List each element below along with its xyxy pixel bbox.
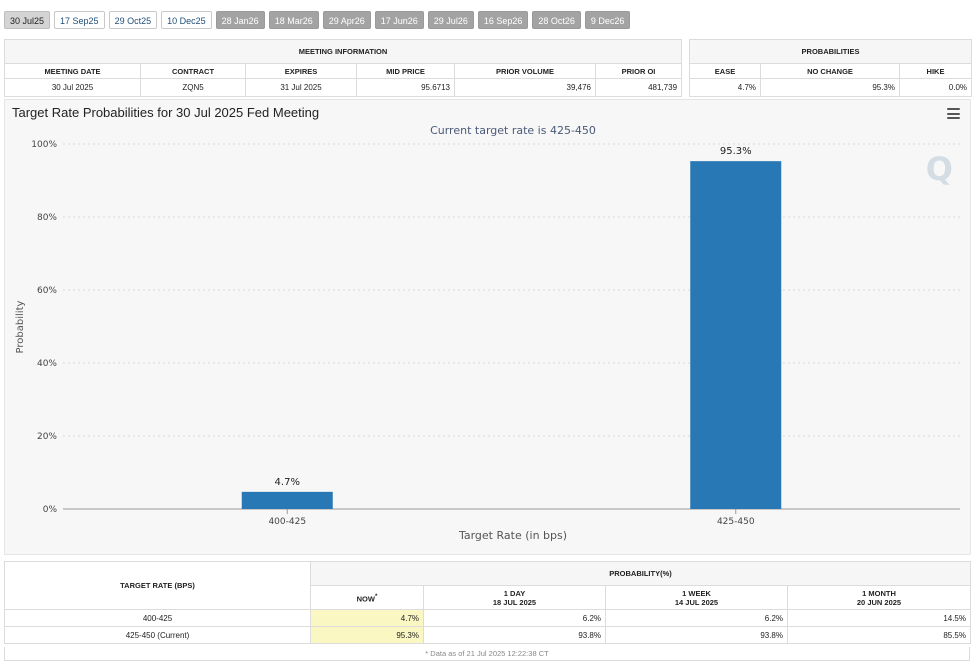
- probability-cell: 93.8%: [605, 626, 788, 644]
- y-tick-label: 20%: [37, 432, 57, 442]
- target-rate-probability-table: TARGET RATE (BPS) PROBABILITY(%) NOW* 1 …: [4, 561, 971, 644]
- column-period: 1 MONTH: [862, 588, 896, 598]
- contract-value: ZQN5: [140, 78, 246, 97]
- data-timestamp-footnote: * Data as of 21 Jul 2025 12:22:38 CT: [4, 647, 970, 661]
- probability-cell: 14.5%: [787, 609, 971, 627]
- tab-meeting[interactable]: 17 Sep25: [54, 11, 105, 29]
- column-period: 1 DAY: [503, 588, 526, 598]
- meeting-information-table: MEETING INFORMATION MEETING DATE CONTRAC…: [3, 39, 683, 97]
- column-period: 1 WEEK: [682, 588, 711, 598]
- tab-meeting[interactable]: 30 Jul25: [4, 11, 51, 29]
- bar: [241, 491, 333, 509]
- y-tick-label: 0%: [43, 505, 58, 515]
- chart-panel: Target Rate Probabilities for 30 Jul 202…: [4, 99, 971, 555]
- probability-cell: 93.8%: [423, 626, 606, 644]
- quikstrike-logo-icon: Q: [925, 150, 953, 188]
- probability-cell: 85.5%: [787, 626, 971, 644]
- meeting-tabs: 30 Jul25 17 Sep25 29 Oct25 10 Dec25 28 J…: [4, 11, 631, 29]
- y-tick-label: 100%: [31, 140, 57, 150]
- probability-now-cell: 95.3%: [310, 626, 424, 644]
- probability-header: PROBABILITY(%): [310, 561, 971, 586]
- target-rate-header: TARGET RATE (BPS): [4, 561, 311, 610]
- column-header: MID PRICE: [356, 63, 455, 79]
- y-tick-label: 40%: [37, 359, 57, 369]
- column-header: HIKE: [898, 63, 973, 79]
- column-header-1-month: 1 MONTH 20 JUN 2025: [787, 585, 971, 610]
- column-header: PRIOR VOLUME: [454, 63, 596, 79]
- chart-title: Target Rate Probabilities for 30 Jul 202…: [12, 105, 320, 120]
- prior-oi-value: 481,739: [594, 78, 683, 97]
- tab-meeting[interactable]: 29 Jul26: [427, 11, 474, 29]
- column-header: EXPIRES: [245, 63, 357, 79]
- meeting-date-value: 30 Jul 2025: [4, 78, 141, 97]
- ease-value: 4.7%: [689, 78, 761, 97]
- column-header: NO CHANGE: [760, 63, 900, 79]
- now-label: NOW: [356, 594, 375, 604]
- column-date: 18 JUL 2025: [492, 597, 537, 607]
- probability-now-cell: 4.7%: [310, 609, 424, 627]
- data-label: 4.7%: [275, 477, 300, 488]
- hamburger-menu-icon[interactable]: [947, 108, 960, 119]
- y-axis-title: Probability: [15, 300, 26, 353]
- probability-cell: 6.2%: [423, 609, 606, 627]
- tab-meeting[interactable]: 16 Sep26: [477, 11, 529, 29]
- column-header-now: NOW*: [310, 585, 424, 610]
- column-date: 14 JUL 2025: [674, 597, 719, 607]
- column-header-1-week: 1 WEEK 14 JUL 2025: [605, 585, 788, 610]
- tab-meeting[interactable]: 29 Apr26: [322, 11, 371, 29]
- column-header: CONTRACT: [140, 63, 246, 79]
- mid-price-value: 95.6713: [356, 78, 455, 97]
- target-rate-cell: 400-425: [4, 609, 311, 627]
- table-row: 425-450 (Current) 95.3% 93.8% 93.8% 85.5…: [4, 626, 971, 644]
- x-axis-title: Target Rate (in bps): [458, 529, 567, 542]
- hike-value: 0.0%: [898, 78, 973, 97]
- column-header: MEETING DATE: [4, 63, 141, 79]
- data-label: 95.3%: [720, 146, 752, 157]
- probability-cell: 6.2%: [605, 609, 788, 627]
- no-change-value: 95.3%: [760, 78, 900, 97]
- target-rate-cell: 425-450 (Current): [4, 626, 311, 644]
- x-tick-label: 400-425: [268, 517, 306, 527]
- bar-chart: Current target rate is 425-450 0% 20% 40% 6…: [15, 124, 960, 542]
- column-header: EASE: [689, 63, 761, 79]
- tab-meeting[interactable]: 17 Jun26: [374, 11, 424, 29]
- column-header: PRIOR OI: [594, 63, 683, 79]
- tab-meeting[interactable]: 9 Dec26: [584, 11, 631, 29]
- tab-meeting[interactable]: 29 Oct25: [108, 11, 158, 29]
- bar: [690, 161, 782, 509]
- prior-volume-value: 39,476: [454, 78, 596, 97]
- now-marker: *: [374, 592, 378, 600]
- expires-value: 31 Jul 2025: [245, 78, 357, 97]
- column-header-1-day: 1 DAY 18 JUL 2025: [423, 585, 606, 610]
- tab-meeting[interactable]: 18 Mar26: [268, 11, 319, 29]
- probabilities-title: PROBABILITIES: [688, 39, 973, 64]
- tab-meeting[interactable]: 28 Oct26: [532, 11, 581, 29]
- y-tick-label: 80%: [37, 213, 57, 223]
- chart-subtitle: Current target rate is 425-450: [430, 124, 596, 137]
- table-row: 400-425 4.7% 6.2% 6.2% 14.5%: [4, 609, 971, 627]
- tab-meeting[interactable]: 28 Jan26: [215, 11, 265, 29]
- probabilities-table: PROBABILITIES EASE NO CHANGE HIKE 4.7% 9…: [688, 39, 973, 97]
- y-tick-label: 60%: [37, 286, 57, 296]
- tab-meeting[interactable]: 10 Dec25: [161, 11, 212, 29]
- column-date: 20 JUN 2025: [856, 597, 902, 607]
- x-tick-label: 425-450: [717, 517, 755, 527]
- meeting-information-title: MEETING INFORMATION: [3, 39, 683, 64]
